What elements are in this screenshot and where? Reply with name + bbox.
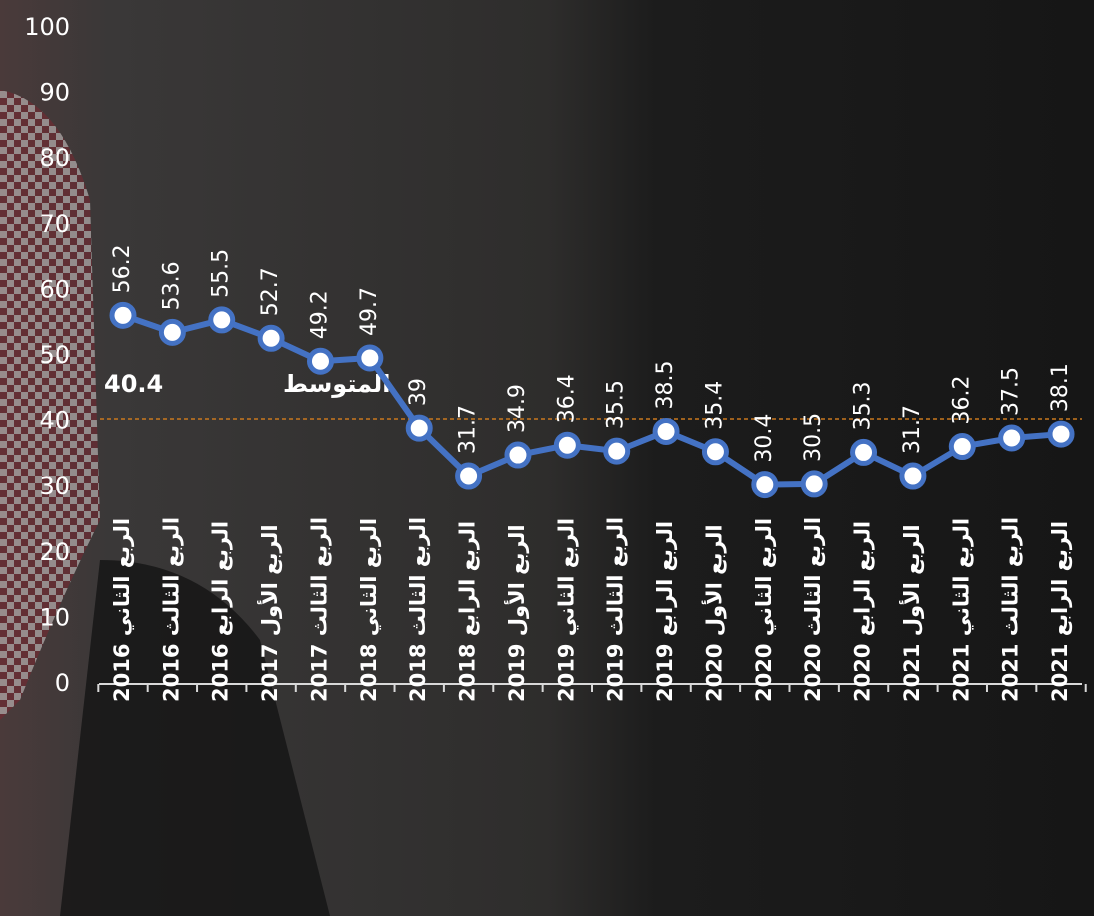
data-label: 30.5 [801,413,826,462]
x-tick-label: الربع الثاني 2019 [554,518,578,702]
data-label: 39 [406,378,431,406]
y-tick-label: 50 [39,341,70,369]
x-tick-label: الربع الرابع 2018 [456,521,480,702]
data-label: 35.5 [604,380,629,429]
point [701,438,729,466]
x-tick-label: الربع الأول 2019 [503,524,529,702]
x-tick-label: الربع الثالث 2021 [999,517,1023,702]
data-label: 35.4 [702,381,727,430]
point [306,347,334,375]
point [553,431,581,459]
y-tick-label: 30 [39,472,70,500]
y-tick-label: 80 [39,144,70,172]
point [208,306,236,334]
data-label: 30.4 [752,414,777,463]
data-label: 38.1 [1048,363,1073,412]
data-label: 49.2 [307,290,332,339]
point [356,344,384,372]
data-label: 55.5 [209,249,234,298]
y-tick-label: 20 [39,538,70,566]
point [504,441,532,469]
point [1047,420,1075,448]
x-tick-label: الربع الثالث 2017 [307,517,331,702]
data-label: 37.5 [999,367,1024,416]
point [899,462,927,490]
data-label: 31.7 [456,405,481,454]
average-label: المتوسط [283,370,390,398]
x-tick-label: الربع الثاني 2020 [752,518,776,702]
data-label: 38.5 [653,360,678,409]
x-tick-label: الربع الثالث 2016 [159,517,183,702]
average-value: 40.4 [104,370,163,398]
y-tick-label: 60 [39,275,70,303]
y-tick-label: 10 [39,603,70,631]
point [257,324,285,352]
x-tick-label: الربع الرابع 2020 [851,521,875,702]
y-tick-label: 70 [39,210,70,238]
x-tick-label: الربع الرابع 2016 [209,521,233,702]
data-label: 52.7 [258,267,283,316]
x-tick-label: الربع الأول 2021 [898,524,924,702]
point [998,424,1026,452]
data-label: 36.4 [554,374,579,423]
data-label: 35.3 [851,381,876,430]
data-label: 36.2 [949,376,974,425]
x-tick-label: الربع الرابع 2021 [1048,521,1072,702]
background-photo [60,560,330,916]
y-tick-label: 40 [39,407,70,435]
point [850,438,878,466]
point [751,471,779,499]
data-label: 53.6 [159,261,184,310]
point [603,437,631,465]
x-tick-label: الربع الرابع 2019 [653,521,677,702]
point [109,301,137,329]
data-label: 34.9 [505,384,530,433]
point [158,318,186,346]
background-photo [0,90,100,720]
x-tick-label: الربع الأول 2017 [256,524,282,702]
point [652,417,680,445]
data-label: 56.2 [110,244,135,293]
x-tick-label: الربع الثالث 2018 [406,517,430,702]
x-tick-label: الربع الثاني 2021 [949,518,973,702]
data-label: 49.7 [357,287,382,336]
x-tick-label: الربع الثالث 2020 [801,517,825,702]
x-tick-label: الربع الثاني 2016 [110,518,134,702]
point [405,414,433,442]
y-tick-label: 100 [24,13,70,41]
x-tick-label: الربع الثالث 2019 [604,517,628,702]
y-tick-label: 90 [39,79,70,107]
point [455,462,483,490]
y-tick-label: 0 [55,669,70,697]
x-tick-label: الربع الأول 2020 [700,524,726,702]
point [948,433,976,461]
x-tick-label: الربع الثاني 2018 [357,518,381,702]
data-label: 31.7 [900,405,925,454]
point [800,470,828,498]
